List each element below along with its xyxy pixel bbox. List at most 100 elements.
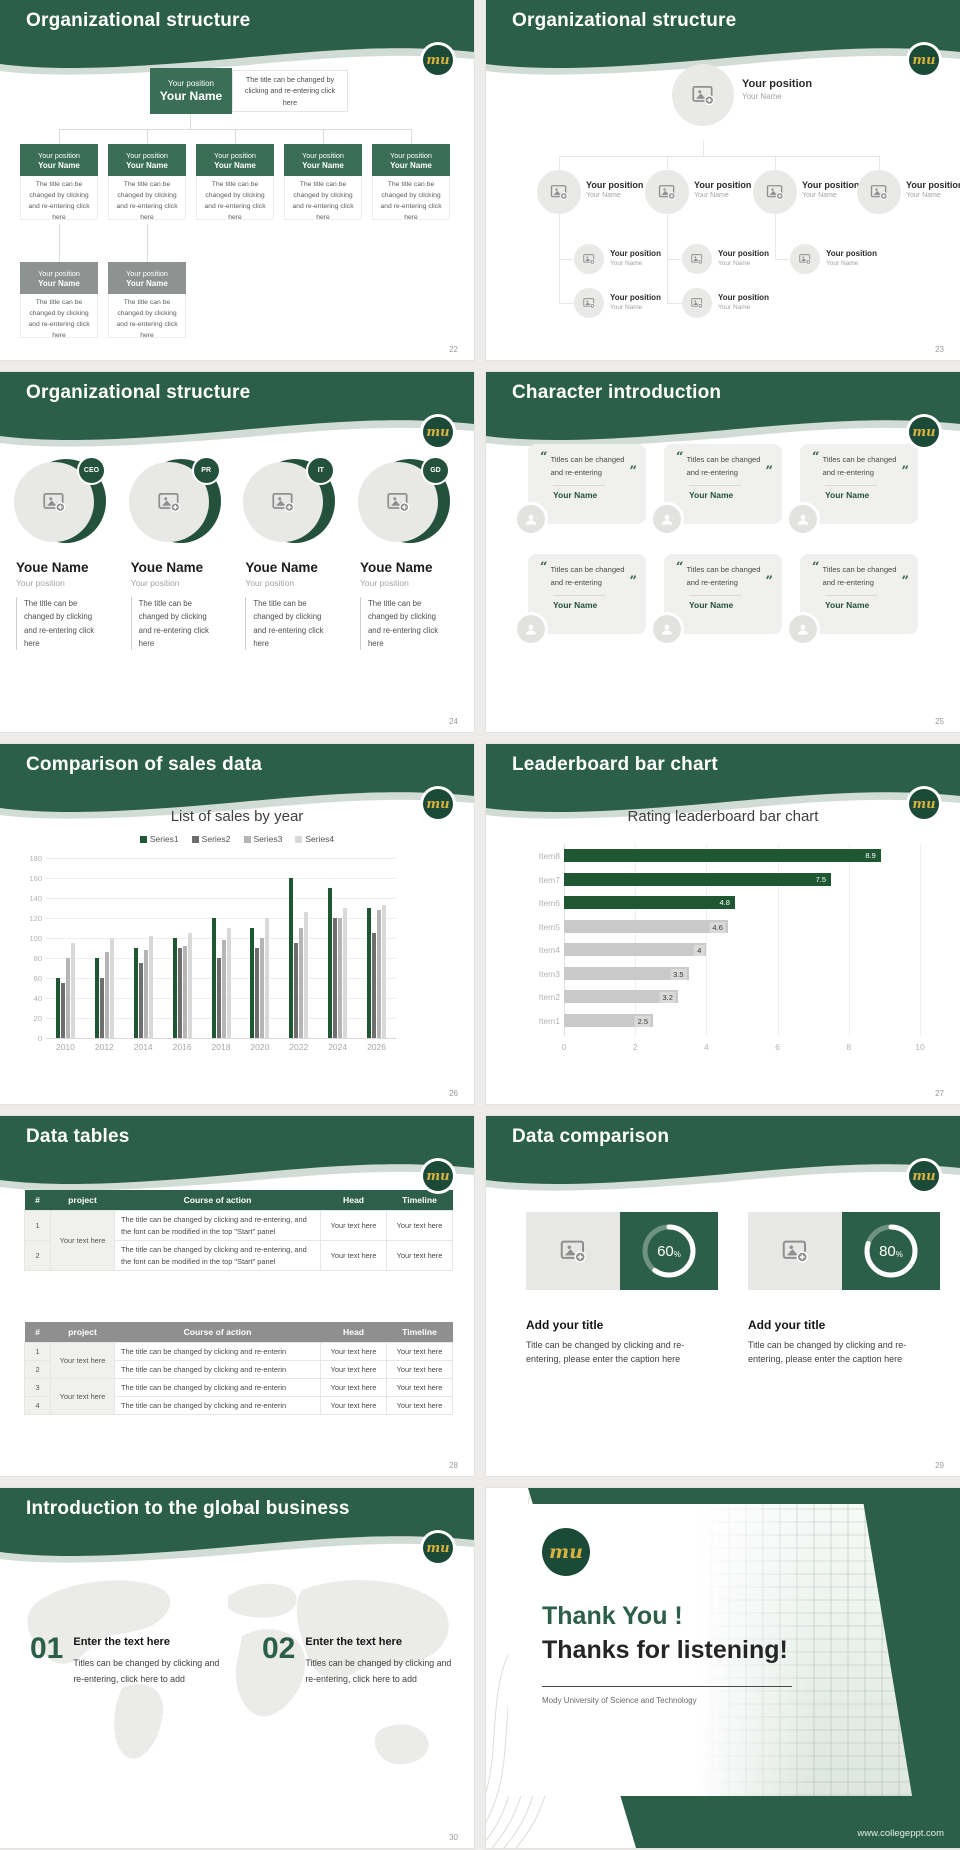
avatar-icon <box>650 612 684 646</box>
divider <box>689 594 741 596</box>
connector-line <box>235 130 236 144</box>
item-label: Item2 <box>538 992 560 1002</box>
cell-number: 2 <box>24 1240 51 1271</box>
person-icon <box>526 624 536 635</box>
close-quote-icon: ” <box>629 573 637 589</box>
quote-row: “Titles can be changed and re-entering” <box>812 451 909 480</box>
photo-placeholder <box>645 170 689 214</box>
photo-placeholder <box>537 170 581 214</box>
quote-text: Titles can be changed and re-entering <box>550 565 625 587</box>
slide-thank-you[interactable]: mu Thank You ! Thanks for listening! Mod… <box>486 1488 960 1848</box>
connector-line <box>667 214 668 303</box>
slide-24-organizational-structure[interactable]: Organizational structure mu CEO Youe Name… <box>0 372 474 732</box>
slide-25-character-introduction[interactable]: Character introduction mu “Titles can be… <box>486 372 960 732</box>
open-quote-icon: “ <box>812 450 820 465</box>
bar <box>377 910 382 1038</box>
org-position-box: Your position Your Name <box>108 144 186 176</box>
column-header: project <box>50 1322 115 1343</box>
slide-29-data-comparison[interactable]: Data comparison mu 60% Add your title Titl… <box>486 1116 960 1476</box>
university-logo-icon: mu <box>420 1158 456 1194</box>
university-logo-icon: mu <box>420 42 456 78</box>
member-position: Your position <box>826 249 877 258</box>
role-badge: PR <box>191 456 221 485</box>
slide-30-global-business[interactable]: Introduction to the global business mu 0… <box>0 1488 474 1848</box>
cell-action: The title can be changed by clicking and… <box>114 1378 321 1398</box>
member-note: The title can be changed by clicking and… <box>16 597 104 650</box>
university-logo-icon: mu <box>906 414 942 450</box>
slide-22-organizational-structure[interactable]: Organizational structure mu Your positio… <box>0 0 474 360</box>
photo-placeholder <box>682 288 712 318</box>
org-box-name: Your Name <box>38 278 80 288</box>
photo-placeholder <box>574 244 604 274</box>
data-table: # project Course of action Head Timeline 1 You… <box>24 1190 453 1271</box>
image-placeholder <box>526 1212 620 1290</box>
quote-text: Titles can be changed and re-entering <box>686 565 761 587</box>
slide-28-data-tables[interactable]: Data tables mu # project Course of action H… <box>0 1116 474 1476</box>
image-placeholder-icon <box>272 493 295 513</box>
role-badge: IT <box>306 456 336 485</box>
member-photo-wrap: GD <box>357 456 450 548</box>
connector-line <box>147 224 148 262</box>
member-label: Your position Your Name <box>826 249 877 267</box>
image-placeholder <box>748 1212 842 1290</box>
x-tick-label: 2020 <box>250 1042 270 1052</box>
bar <box>564 990 678 1003</box>
university-name: Mody University of Science and Technolog… <box>542 1696 697 1705</box>
quoted-name: Your Name <box>689 489 734 500</box>
gridline <box>46 918 396 919</box>
legend-label: Series3 <box>253 834 283 844</box>
bar <box>328 888 333 1038</box>
divider <box>825 594 877 596</box>
table-row: 3 Your text here The title can be changed … <box>24 1378 453 1416</box>
quoted-name: Your Name <box>689 599 734 610</box>
close-quote-icon: ” <box>765 463 773 479</box>
item-title: Enter the text here <box>305 1636 402 1648</box>
member-position: Your position <box>610 249 661 258</box>
website-url[interactable]: www.collegeppt.com <box>857 1828 944 1839</box>
panel-title: Add your title <box>748 1318 826 1332</box>
image-placeholder-icon <box>583 298 596 309</box>
item-label: Item4 <box>538 945 560 955</box>
legend-item: Series3 <box>243 834 283 844</box>
donut-chart <box>642 1224 696 1278</box>
connector-line <box>559 303 575 304</box>
world-map <box>27 1580 449 1765</box>
image-placeholder-icon <box>691 254 704 265</box>
item-label: Item1 <box>538 1015 560 1026</box>
item-number: 01 <box>30 1632 64 1665</box>
image-placeholder-icon <box>799 254 812 265</box>
org-chart-photos: Your position Your Name Your position Your … <box>486 56 960 336</box>
x-tick-label: 2 <box>632 1042 638 1052</box>
member-name: Youe Name <box>16 560 89 575</box>
quote-text: Titles can be changed and re-entering <box>686 455 761 477</box>
image-placeholder-icon <box>43 493 66 513</box>
gridline <box>46 858 396 859</box>
open-quote-icon: “ <box>676 560 684 575</box>
university-logo-icon: mu <box>906 1158 942 1194</box>
table-row: 2 The title can be changed by clicking an… <box>24 1360 453 1380</box>
close-quote-icon: ” <box>629 463 637 479</box>
quote-text: Titles can be changed and re-entering <box>550 455 625 477</box>
bar <box>60 983 65 1038</box>
org-box-position: Your position <box>126 150 168 160</box>
bar-group <box>328 888 348 1038</box>
cell-number: 1 <box>24 1210 51 1241</box>
slide-26-comparison-of-sales-data[interactable]: Comparison of sales data mu List of sale… <box>0 744 474 1104</box>
member-position: Your position <box>16 578 65 588</box>
y-tick-label: 0 <box>37 1034 42 1043</box>
panel-boxes: 60% <box>526 1212 718 1290</box>
slide-27-leaderboard-bar-chart[interactable]: Leaderboard bar chart mu Rating leaderbo… <box>486 744 960 1104</box>
bar <box>143 950 148 1038</box>
table-body: 1 Your text here The title can be changed … <box>24 1341 453 1416</box>
chart-title: List of sales by year <box>170 808 304 825</box>
photo-placeholder <box>753 170 797 214</box>
slide-23-organizational-structure[interactable]: Organizational structure mu Your positio… <box>486 0 960 360</box>
photo-placeholder <box>682 244 712 274</box>
bar <box>304 912 309 1038</box>
x-tick-label: 0 <box>561 1042 567 1052</box>
x-tick-label: 2012 <box>94 1042 114 1052</box>
cell-head: Your text here <box>320 1378 387 1398</box>
image-placeholder-icon <box>692 86 715 106</box>
org-position-box: Your position Your Name <box>108 262 186 294</box>
org-position-box: Your position Your Name <box>284 144 362 176</box>
